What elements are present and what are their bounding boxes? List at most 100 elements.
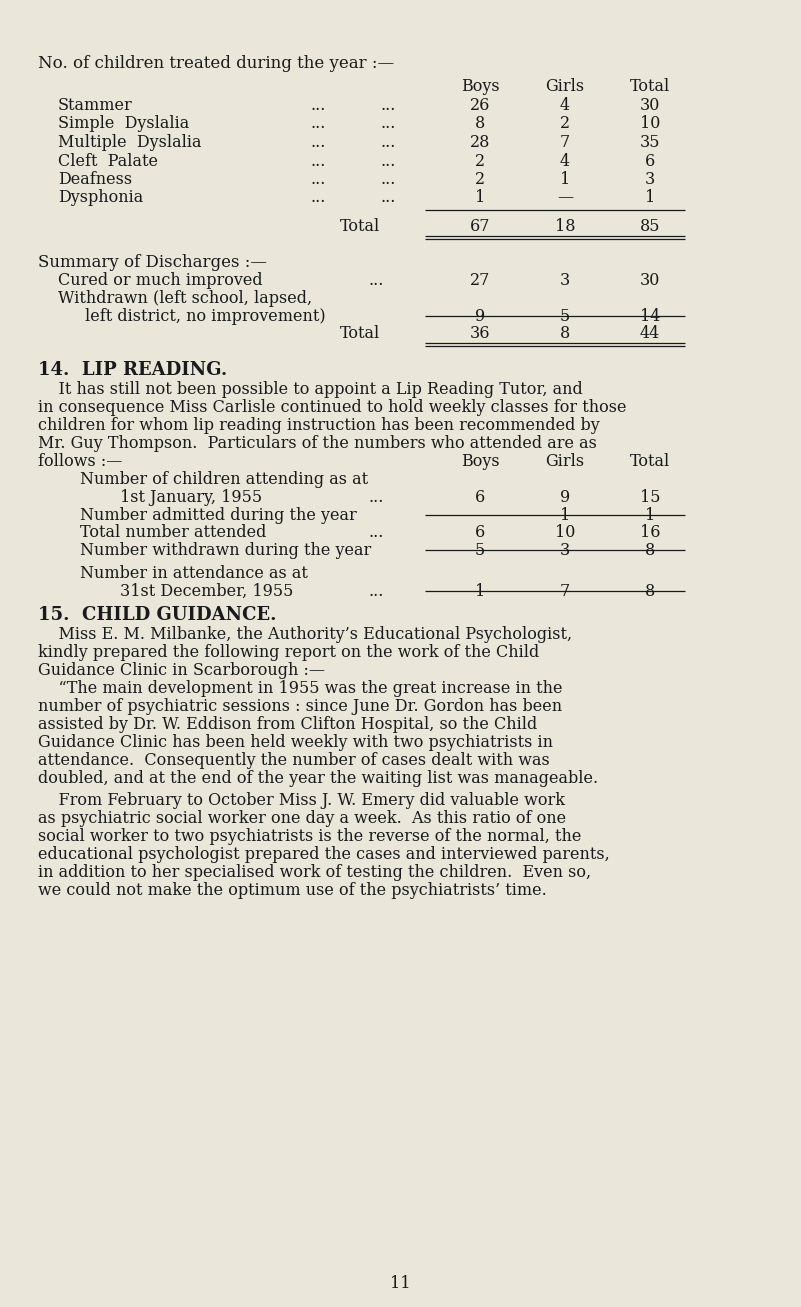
Text: 30: 30 [640, 272, 660, 289]
Text: 3: 3 [560, 272, 570, 289]
Text: Guidance Clinic in Scarborough :—: Guidance Clinic in Scarborough :— [38, 663, 325, 680]
Text: 11: 11 [390, 1276, 410, 1293]
Text: Number in attendance as at: Number in attendance as at [80, 565, 308, 582]
Text: ...: ... [380, 171, 396, 188]
Text: Total: Total [630, 78, 670, 95]
Text: ...: ... [310, 171, 325, 188]
Text: Boys: Boys [461, 78, 499, 95]
Text: as psychiatric social worker one day a week.  As this ratio of one: as psychiatric social worker one day a w… [38, 810, 566, 827]
Text: Total: Total [340, 325, 380, 342]
Text: Number admitted during the year: Number admitted during the year [80, 507, 356, 524]
Text: ...: ... [310, 153, 325, 170]
Text: 31st December, 1955: 31st December, 1955 [120, 583, 293, 600]
Text: 1: 1 [645, 507, 655, 524]
Text: ...: ... [380, 97, 396, 114]
Text: Girls: Girls [545, 454, 585, 471]
Text: ...: ... [380, 115, 396, 132]
Text: 27: 27 [470, 272, 490, 289]
Text: 7: 7 [560, 583, 570, 600]
Text: Withdrawn (left school, lapsed,: Withdrawn (left school, lapsed, [58, 290, 312, 307]
Text: 1st January, 1955: 1st January, 1955 [120, 489, 262, 506]
Text: Deafness: Deafness [58, 171, 132, 188]
Text: 10: 10 [640, 115, 660, 132]
Text: ...: ... [380, 153, 396, 170]
Text: ...: ... [380, 135, 396, 152]
Text: 26: 26 [470, 97, 490, 114]
Text: doubled, and at the end of the year the waiting list was manageable.: doubled, and at the end of the year the … [38, 770, 598, 787]
Text: 15: 15 [640, 489, 660, 506]
Text: 10: 10 [555, 524, 575, 541]
Text: Number withdrawn during the year: Number withdrawn during the year [80, 542, 371, 559]
Text: Girls: Girls [545, 78, 585, 95]
Text: social worker to two psychiatrists is the reverse of the normal, the: social worker to two psychiatrists is th… [38, 829, 582, 846]
Text: 3: 3 [645, 171, 655, 188]
Text: assisted by Dr. W. Eddison from Clifton Hospital, so the Child: assisted by Dr. W. Eddison from Clifton … [38, 716, 537, 733]
Text: Stammer: Stammer [58, 97, 133, 114]
Text: It has still not been possible to appoint a Lip Reading Tutor, and: It has still not been possible to appoin… [38, 382, 583, 399]
Text: Guidance Clinic has been held weekly with two psychiatrists in: Guidance Clinic has been held weekly wit… [38, 735, 553, 752]
Text: 14: 14 [640, 308, 660, 325]
Text: 8: 8 [475, 115, 485, 132]
Text: 16: 16 [640, 524, 660, 541]
Text: ...: ... [310, 115, 325, 132]
Text: ...: ... [368, 272, 384, 289]
Text: 15.  CHILD GUIDANCE.: 15. CHILD GUIDANCE. [38, 606, 276, 623]
Text: “The main development in 1955 was the great increase in the: “The main development in 1955 was the gr… [38, 680, 562, 697]
Text: —: — [557, 190, 573, 207]
Text: ...: ... [380, 190, 396, 207]
Text: ...: ... [368, 583, 384, 600]
Text: 85: 85 [640, 218, 660, 235]
Text: 2: 2 [560, 115, 570, 132]
Text: 14.  LIP READING.: 14. LIP READING. [38, 361, 227, 379]
Text: 1: 1 [560, 171, 570, 188]
Text: 8: 8 [645, 583, 655, 600]
Text: 4: 4 [560, 153, 570, 170]
Text: Boys: Boys [461, 454, 499, 471]
Text: left district, no improvement): left district, no improvement) [85, 308, 326, 325]
Text: Cured or much improved: Cured or much improved [58, 272, 263, 289]
Text: 8: 8 [645, 542, 655, 559]
Text: kindly prepared the following report on the work of the Child: kindly prepared the following report on … [38, 644, 539, 661]
Text: in addition to her specialised work of testing the children.  Even so,: in addition to her specialised work of t… [38, 864, 591, 881]
Text: 3: 3 [560, 542, 570, 559]
Text: Total number attended: Total number attended [80, 524, 267, 541]
Text: Dysphonia: Dysphonia [58, 190, 143, 207]
Text: 35: 35 [640, 135, 660, 152]
Text: 9: 9 [560, 489, 570, 506]
Text: ...: ... [310, 135, 325, 152]
Text: 6: 6 [475, 524, 485, 541]
Text: follows :—: follows :— [38, 454, 123, 471]
Text: 2: 2 [475, 153, 485, 170]
Text: —: — [472, 507, 488, 524]
Text: Total: Total [630, 454, 670, 471]
Text: 30: 30 [640, 97, 660, 114]
Text: 44: 44 [640, 325, 660, 342]
Text: Summary of Discharges :—: Summary of Discharges :— [38, 254, 267, 271]
Text: Cleft  Palate: Cleft Palate [58, 153, 158, 170]
Text: 4: 4 [560, 97, 570, 114]
Text: Number of children attending as at: Number of children attending as at [80, 471, 368, 488]
Text: 5: 5 [475, 542, 485, 559]
Text: No. of children treated during the year :—: No. of children treated during the year … [38, 55, 394, 72]
Text: Total: Total [340, 218, 380, 235]
Text: 9: 9 [475, 308, 485, 325]
Text: Miss E. M. Milbanke, the Authority’s Educational Psychologist,: Miss E. M. Milbanke, the Authority’s Edu… [38, 626, 572, 643]
Text: 67: 67 [469, 218, 490, 235]
Text: 2: 2 [475, 171, 485, 188]
Text: ...: ... [368, 524, 384, 541]
Text: we could not make the optimum use of the psychiatrists’ time.: we could not make the optimum use of the… [38, 882, 547, 899]
Text: 1: 1 [475, 190, 485, 207]
Text: 8: 8 [560, 325, 570, 342]
Text: 6: 6 [475, 489, 485, 506]
Text: Multiple  Dyslalia: Multiple Dyslalia [58, 135, 202, 152]
Text: children for whom lip reading instruction has been recommended by: children for whom lip reading instructio… [38, 417, 600, 434]
Text: attendance.  Consequently the number of cases dealt with was: attendance. Consequently the number of c… [38, 752, 549, 769]
Text: ...: ... [310, 190, 325, 207]
Text: 18: 18 [555, 218, 575, 235]
Text: 1: 1 [645, 190, 655, 207]
Text: Mr. Guy Thompson.  Particulars of the numbers who attended are as: Mr. Guy Thompson. Particulars of the num… [38, 435, 597, 452]
Text: 36: 36 [469, 325, 490, 342]
Text: Simple  Dyslalia: Simple Dyslalia [58, 115, 189, 132]
Text: 1: 1 [560, 507, 570, 524]
Text: 6: 6 [645, 153, 655, 170]
